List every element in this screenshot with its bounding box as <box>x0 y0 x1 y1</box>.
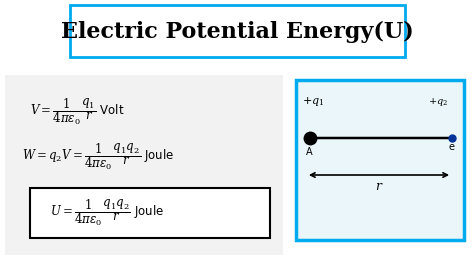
Bar <box>296 80 464 240</box>
Text: $+q_1$: $+q_1$ <box>302 95 324 109</box>
Text: $+q_2$: $+q_2$ <box>428 96 448 108</box>
Text: $V = \dfrac{1}{4\pi\varepsilon_0}\dfrac{q_1}{r}$ Volt: $V = \dfrac{1}{4\pi\varepsilon_0}\dfrac{… <box>30 97 125 127</box>
Text: $W = q_2 V = \dfrac{1}{4\pi\varepsilon_0}\dfrac{q_1 q_2}{r}$ Joule: $W = q_2 V = \dfrac{1}{4\pi\varepsilon_0… <box>22 142 174 172</box>
Bar <box>5 75 283 255</box>
Bar <box>30 188 270 238</box>
Bar <box>70 5 405 57</box>
Text: Electric Potential Energy(U): Electric Potential Energy(U) <box>61 21 413 43</box>
Text: $r$: $r$ <box>375 181 383 193</box>
Text: $U = \dfrac{1}{4\pi\varepsilon_0}\dfrac{q_1 q_2}{r}$ Joule: $U = \dfrac{1}{4\pi\varepsilon_0}\dfrac{… <box>50 198 164 228</box>
Text: A: A <box>306 147 313 157</box>
Text: e: e <box>449 142 455 152</box>
